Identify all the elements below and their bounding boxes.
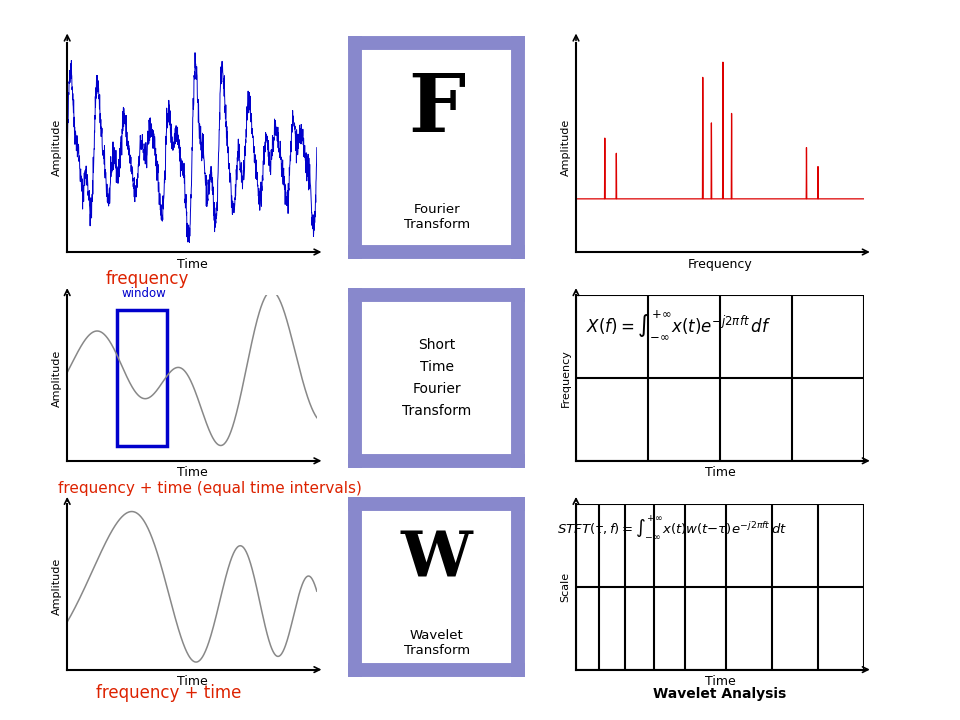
X-axis label: Time: Time xyxy=(177,258,207,271)
Y-axis label: Amplitude: Amplitude xyxy=(52,349,61,407)
X-axis label: Time: Time xyxy=(177,467,207,480)
Y-axis label: Amplitude: Amplitude xyxy=(52,558,61,616)
Y-axis label: Scale: Scale xyxy=(561,572,570,602)
Y-axis label: Amplitude: Amplitude xyxy=(561,119,570,176)
Text: frequency: frequency xyxy=(106,271,189,289)
X-axis label: Time: Time xyxy=(705,675,735,688)
Y-axis label: Frequency: Frequency xyxy=(561,349,570,407)
X-axis label: Time: Time xyxy=(177,675,207,688)
Text: Wavelet
Transform: Wavelet Transform xyxy=(404,629,469,657)
Y-axis label: Amplitude: Amplitude xyxy=(52,119,61,176)
Text: Short
Time
Fourier
Transform: Short Time Fourier Transform xyxy=(402,338,471,418)
Text: $STFT(\tau,f)=\int_{-\infty}^{+\infty}x(t)w(t{-}\tau)e^{-j2\pi ft}\,dt$: $STFT(\tau,f)=\int_{-\infty}^{+\infty}x(… xyxy=(557,515,787,541)
Text: frequency + time: frequency + time xyxy=(96,685,241,703)
Text: $X(f) = \int_{-\infty}^{+\infty} x(t)e^{-j2\pi ft}\,df$: $X(f) = \int_{-\infty}^{+\infty} x(t)e^{… xyxy=(586,308,771,341)
Text: Fourier
Transform: Fourier Transform xyxy=(404,202,469,230)
X-axis label: Time: Time xyxy=(705,467,735,480)
Text: Wavelet Analysis: Wavelet Analysis xyxy=(654,688,786,701)
Text: frequency + time (equal time intervals): frequency + time (equal time intervals) xyxy=(58,481,362,496)
Text: W: W xyxy=(401,530,472,591)
Text: window: window xyxy=(121,287,166,300)
X-axis label: Frequency: Frequency xyxy=(687,258,753,271)
Bar xyxy=(117,310,167,446)
Text: F: F xyxy=(408,71,466,149)
